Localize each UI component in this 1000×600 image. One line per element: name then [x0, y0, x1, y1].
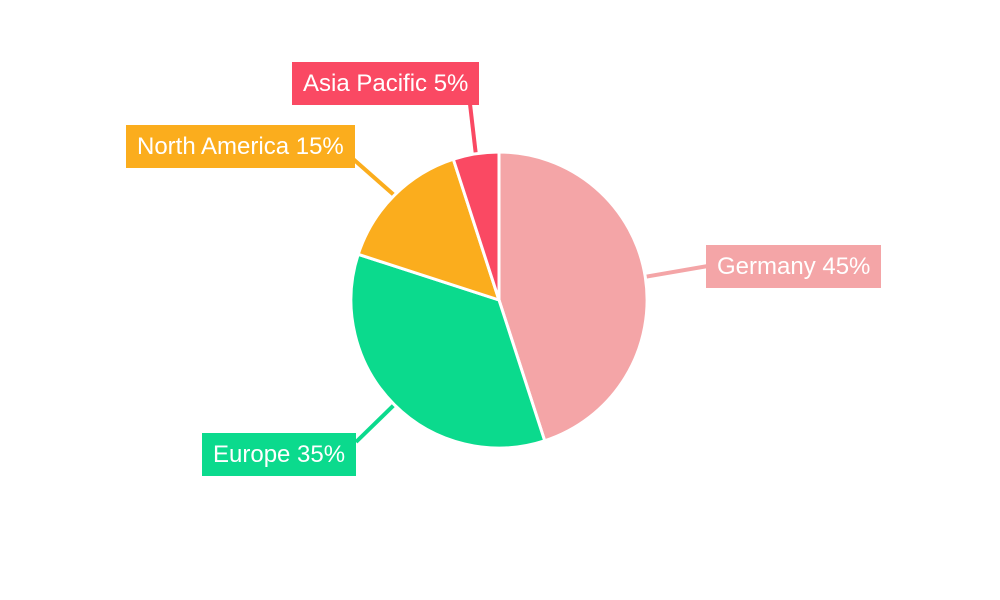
leader-line-asia-pacific — [468, 103, 478, 155]
leader-line-germany — [644, 264, 709, 279]
label-asia-pacific: Asia Pacific 5% — [292, 62, 480, 105]
pie-slice-germany[interactable] — [497, 150, 649, 443]
label-germany: Germany 45% — [706, 245, 882, 288]
label-north-america: North America 15% — [126, 125, 355, 168]
pie-slice-europe[interactable] — [349, 252, 547, 450]
label-europe: Europe 35% — [202, 433, 357, 476]
pie-slice-asia-pacific[interactable] — [451, 150, 501, 302]
leader-line-europe — [354, 403, 396, 444]
leader-line-north-america — [350, 156, 396, 197]
